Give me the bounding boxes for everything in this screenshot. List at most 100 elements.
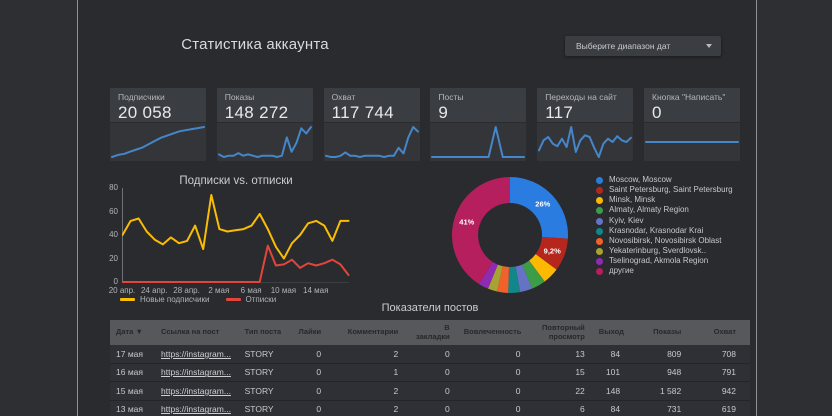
y-axis-tick: 40 [109,230,118,239]
y-axis-tick: 0 [113,277,118,286]
kpi-sparkline [644,123,740,161]
post-link[interactable]: https://instagram... [161,385,231,396]
kpi-value: 117 [545,103,574,122]
kpi-card: Подписчики 20 058 [110,88,206,161]
table-cell: STORY [238,381,294,401]
column-header[interactable]: Дата ▼ [110,320,156,345]
legend-label: Moscow, Moscow [609,175,672,184]
donut-chart [451,177,569,293]
column-header[interactable]: Комментарии [335,320,413,345]
kpi-value: 148 272 [224,103,289,122]
table-cell: 17 мая [110,345,156,364]
kpi-label: Кнопка "Написать" [652,92,726,102]
kpi-value: 20 058 [118,103,172,122]
column-header[interactable]: Повторный просмотр [534,320,599,345]
kpi-sparkline [110,123,206,161]
table-cell: 148 [598,381,635,401]
table-cell: 0 [463,345,535,364]
legend-swatch [596,268,603,276]
kpi-scorecard: Подписчики 20 058 [110,88,206,122]
kpi-value: 0 [652,103,662,122]
legend-item: Moscow, Moscow [596,175,748,185]
line-chart-title: Подписки vs. отписки [179,175,293,187]
post-link[interactable]: https://instagram... [161,367,231,378]
legend-item: Kyiv, Kiev [596,216,748,226]
kpi-label: Переходы на сайт [545,92,617,102]
date-range-picker[interactable]: Выберите диапазон дат [565,36,721,56]
table-cell: 0 [412,381,464,401]
legend-item: Tselinograd, Akmola Region [596,256,748,266]
table-cell: 13 мая [110,400,156,416]
legend-item: Yekaterinburg, Sverdlovsk.. [596,246,748,256]
table-cell: 809 [634,345,696,364]
y-axis-tick: 80 [109,183,118,192]
column-header[interactable]: Лайки [293,320,336,345]
table-cell: 619 [695,400,750,416]
kpi-sparkline [430,123,527,161]
legend-swatch [596,177,603,184]
table-cell: 0 [463,381,535,401]
line-chart-legend: Новые подписчики Отписки [120,295,276,304]
table-row: 13 мая https://instagram... STORY 0 2 0 0 6 84 73… [110,400,750,416]
legend-swatch [120,298,135,301]
kpi-card: Посты 9 [430,88,527,161]
kpi-scorecard: Охват 117 744 [323,88,420,122]
table-cell: 101 [598,363,635,382]
legend-swatch [596,197,603,205]
column-header[interactable]: Охват [695,320,750,345]
x-axis-tick: 6 мая [240,286,262,295]
table-row: 16 мая https://instagram... STORY 0 1 0 0 15 101… [110,363,750,382]
table-cell: 2 [335,381,413,401]
column-header[interactable]: В закладки [412,320,464,345]
kpi-scorecard: Переходы на сайт 117 [537,88,634,122]
date-range-label: Выберите диапазон дат [576,41,671,51]
table-cell: 0 [293,345,336,364]
x-axis-tick: 2 мая [208,286,230,295]
table-cell: 708 [695,345,750,364]
kpi-value: 9 [438,103,449,122]
table-cell: STORY [238,363,294,382]
table-cell: 948 [634,363,696,382]
legend-swatch [596,227,603,235]
legend-swatch [596,247,603,255]
x-axis-tick: 14 мая [303,286,329,295]
kpi-card: Показы 148 272 [216,88,313,161]
table-cell: 1 [335,363,413,382]
table-cell: 13 [534,345,599,364]
legend-item: Saint Petersburg, Saint Petersburg [596,185,748,195]
kpi-label: Подписчики [118,92,165,102]
donut-percent-label: 26% [535,199,551,209]
x-axis-tick: 24 апр. [140,286,168,295]
legend-swatch [225,298,241,301]
table-row: 15 мая https://instagram... STORY 0 2 0 0 22 148… [110,381,750,401]
post-link[interactable]: https://instagram... [161,348,231,359]
x-axis-tick: 28 апр. [173,286,200,295]
table-cell: STORY [238,345,294,364]
column-header[interactable]: Тип поста [238,320,294,345]
kpi-card: Переходы на сайт 117 [537,88,634,161]
line-chart [122,188,350,283]
kpi-scorecard: Посты 9 [430,88,527,122]
kpi-label: Посты [438,92,464,102]
kpi-label: Охват [331,92,356,102]
table-cell: 0 [412,345,464,364]
column-header[interactable]: Выход [598,320,635,345]
column-header[interactable]: Вовлеченность [463,320,535,345]
kpi-card: Охват 117 744 [323,88,420,161]
kpi-card: Кнопка "Написать" 0 [644,88,740,161]
legend-item: Novosibirsk, Novosibirsk Oblast [596,236,748,246]
y-axis-tick: 20 [109,253,118,263]
legend-swatch [596,207,603,215]
table-cell: 0 [293,400,336,416]
post-link[interactable]: https://instagram... [161,404,231,415]
legend-label: Новые подписчики [140,295,210,304]
column-header[interactable]: Показы [634,320,696,345]
legend-item: Almaty, Almaty Region [596,206,748,215]
legend-item: Minsk, Minsk [596,196,748,205]
legend-label: Minsk, Minsk [609,195,656,205]
x-axis-tick: 20 апр. [108,286,136,295]
table-cell: 15 мая [110,381,156,401]
column-header[interactable]: Ссылка на пост [155,320,239,345]
legend-swatch [596,237,603,245]
